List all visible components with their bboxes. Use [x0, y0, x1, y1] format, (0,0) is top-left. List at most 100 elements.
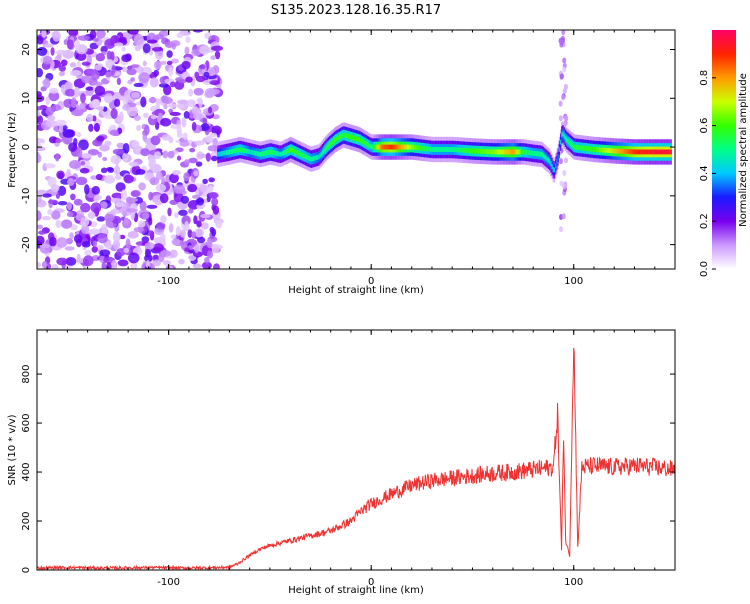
noise-cell [155, 171, 163, 181]
noise-cell [175, 226, 182, 237]
ridge-cell [366, 141, 369, 147]
noise-cell [134, 44, 141, 52]
ridge-cell [236, 147, 239, 153]
noise-cell [60, 219, 73, 229]
noise-cell [141, 236, 150, 243]
noise-cell [168, 265, 174, 269]
noise-cell [208, 88, 220, 95]
ridge-cell [330, 141, 332, 147]
ridge-cell [270, 149, 273, 155]
noise-cell [138, 72, 150, 84]
noise-cell [168, 223, 174, 233]
ridge-cell [425, 146, 427, 152]
ridge-cell [426, 146, 428, 152]
noise-cell [45, 106, 55, 116]
spike-cell [564, 114, 569, 121]
ridge-cell [472, 148, 474, 154]
ridge-cell [360, 138, 362, 144]
noise-cell [163, 97, 173, 104]
noise-cell [112, 231, 121, 243]
ridge-cell [461, 147, 463, 153]
colorbar-tick-label: 0.4 [699, 165, 710, 181]
noise-cell [71, 109, 84, 117]
noise-cell [104, 241, 112, 250]
ridge-cell [354, 135, 356, 141]
noise-cell [76, 132, 82, 138]
noise-cell [123, 247, 130, 254]
ridge-cell [518, 149, 520, 155]
noise-cell [43, 163, 56, 169]
noise-cell [80, 224, 90, 234]
ridge-cell [539, 151, 541, 157]
spectrogram-y-ticks: -20 -10 0 10 20 [21, 43, 675, 253]
noise-cell [120, 189, 127, 201]
ridge-cell [315, 155, 317, 161]
ridge-cell [630, 149, 632, 155]
noise-cell [177, 79, 187, 84]
ridge-cell [310, 156, 313, 162]
noise-cell [167, 103, 178, 108]
ridge-cell [348, 134, 350, 140]
noise-cell [171, 238, 181, 246]
noise-cell [191, 105, 199, 116]
spectrogram-x-tick-label: 100 [564, 276, 583, 287]
ridge-cell [468, 148, 471, 154]
noise-cell [172, 170, 181, 176]
spike-cell [558, 100, 563, 107]
ridge-cell [235, 148, 237, 153]
ridge-cell [564, 135, 567, 141]
ridge-cell [230, 149, 232, 155]
ridge-cell [241, 147, 243, 153]
ridge-cell [370, 144, 372, 150]
ridge-cell [224, 150, 226, 156]
noise-cell [181, 215, 191, 226]
noise-cell [42, 55, 53, 65]
ridge-cell [355, 136, 358, 142]
ridge-cell [549, 158, 551, 164]
ridge-cell [403, 144, 405, 150]
ridge-cell [411, 144, 413, 150]
noise-cell [179, 229, 186, 238]
noise-cell [184, 220, 189, 231]
spectrogram-y-tick-label: 0 [21, 144, 32, 150]
noise-cell [200, 213, 211, 219]
ridge-cell [322, 149, 325, 154]
ridge-cell [466, 148, 468, 153]
noise-cell [176, 155, 182, 161]
noise-cell [37, 146, 46, 152]
ridge-cell [516, 149, 518, 155]
ridge-cell [476, 148, 478, 154]
ridge-cell [248, 149, 251, 155]
spectrogram-x-axis-label: Height of straight line (km) [288, 285, 424, 296]
noise-cell [133, 115, 141, 122]
ridge-cell [459, 147, 461, 153]
ridge-cell [331, 140, 333, 146]
noise-cell [58, 71, 65, 77]
noise-cell [50, 47, 55, 56]
snr-x-tick-label: 100 [564, 577, 583, 588]
noise-cell [37, 35, 44, 45]
noise-cell [112, 239, 121, 250]
noise-cell [49, 236, 57, 247]
noise-cell [84, 184, 90, 195]
ridge-cell [291, 147, 293, 153]
ridge-cell [670, 149, 672, 155]
noise-cell [155, 200, 161, 206]
noise-cell [92, 240, 98, 247]
noise-cell [208, 191, 219, 199]
noise-cell [96, 216, 106, 222]
ridge-cell [638, 149, 641, 155]
ridge-cell [276, 151, 279, 157]
noise-cell [170, 234, 177, 239]
ridge-cell [342, 132, 344, 138]
snr-x-ticks: -100 0 100 [46, 330, 676, 588]
ridge-cell [591, 146, 593, 152]
ridge-cell [668, 149, 670, 155]
spectrogram-x-tick-label: 0 [368, 276, 374, 287]
ridge-cell [282, 150, 285, 156]
ridge-cell [593, 147, 596, 152]
ridge-cell [590, 146, 592, 152]
ridge-cell [556, 158, 558, 164]
noise-cell [167, 150, 175, 159]
noise-cell [154, 33, 165, 40]
